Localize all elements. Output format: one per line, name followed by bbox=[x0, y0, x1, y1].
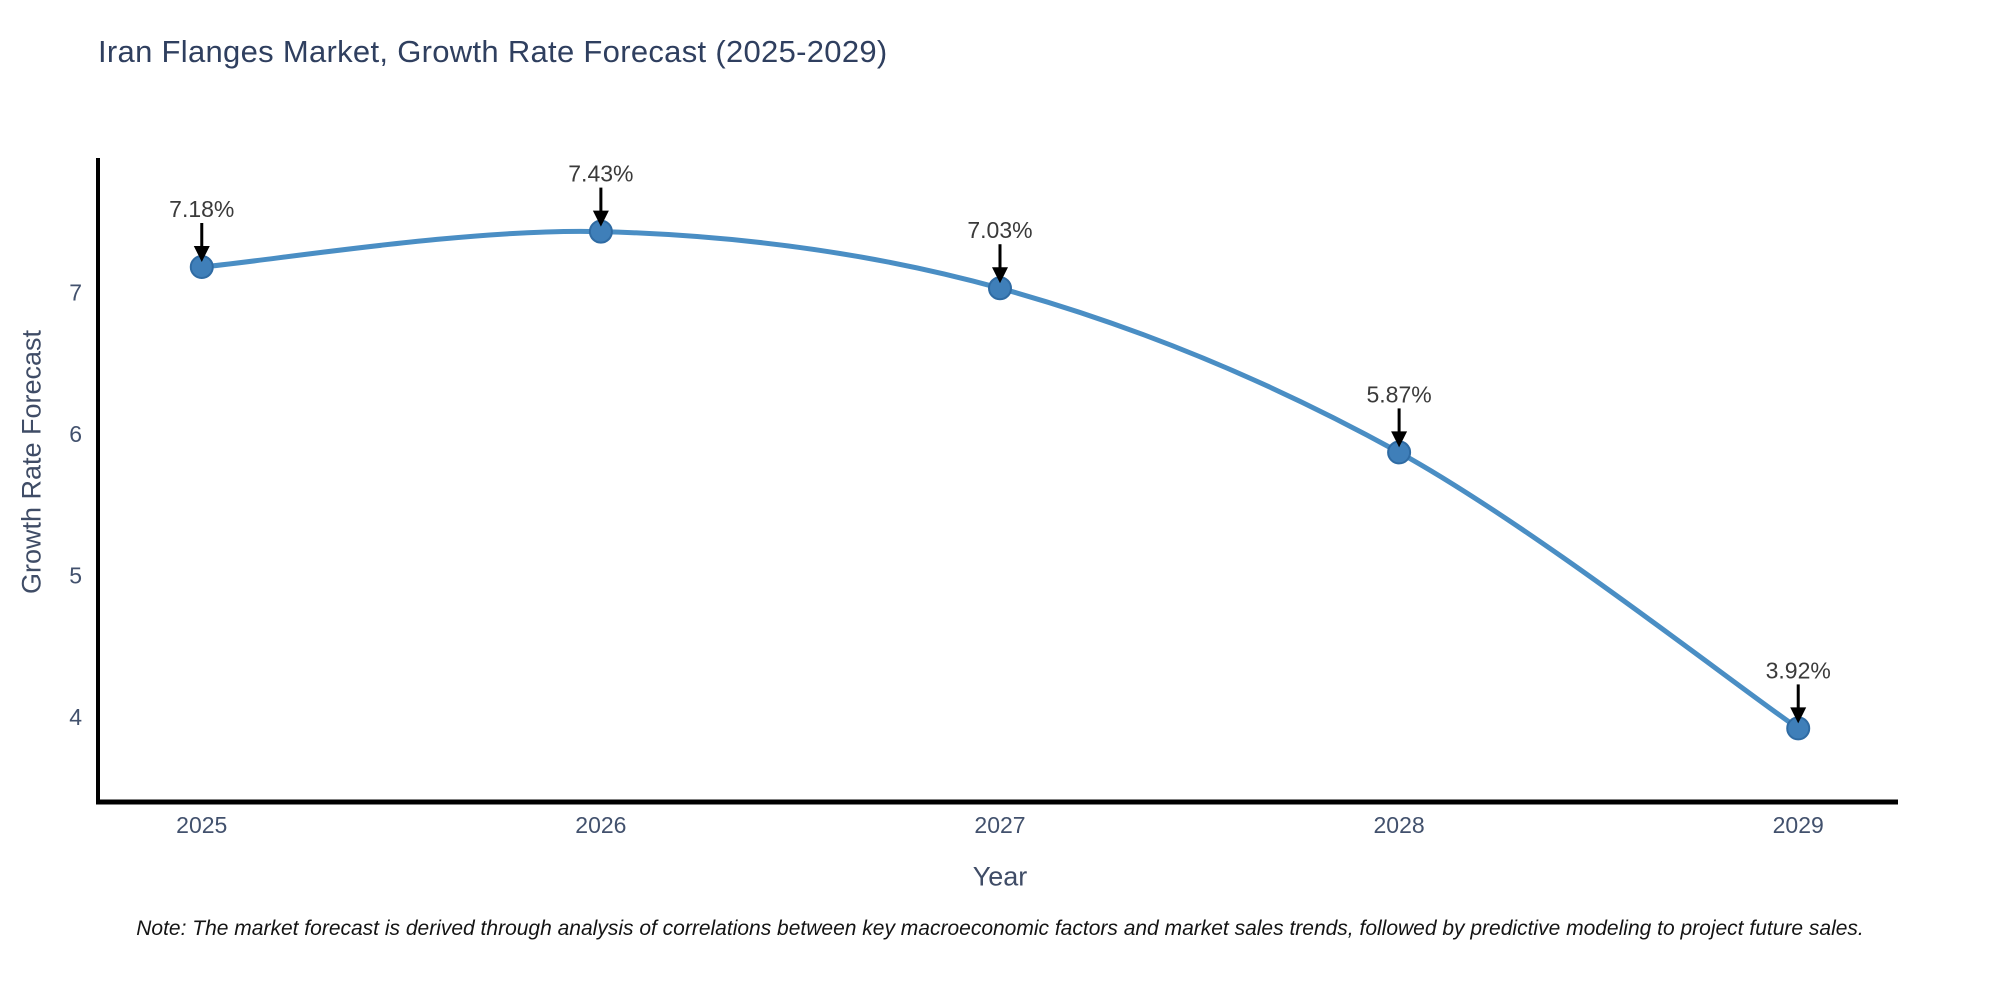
y-tick-label: 5 bbox=[69, 563, 82, 589]
x-axis-title: Year bbox=[972, 861, 1028, 892]
x-tick-label: 2027 bbox=[974, 812, 1025, 838]
y-axis-title: Growth Rate Forecast bbox=[16, 329, 47, 595]
point-value-label: 3.92% bbox=[1766, 657, 1831, 683]
x-tick-label: 2029 bbox=[1773, 812, 1824, 838]
x-tick-label: 2026 bbox=[575, 812, 626, 838]
annotation-arrowhead bbox=[592, 210, 609, 227]
y-tick-label: 4 bbox=[69, 704, 82, 730]
annotation-arrowhead bbox=[193, 245, 210, 262]
point-value-label: 7.18% bbox=[169, 196, 234, 222]
y-tick-label: 6 bbox=[69, 421, 82, 447]
point-value-label: 7.43% bbox=[568, 161, 633, 187]
footnote: Note: The market forecast is derived thr… bbox=[136, 917, 1864, 940]
point-value-label: 5.87% bbox=[1366, 381, 1431, 407]
annotation-arrowhead bbox=[991, 267, 1008, 284]
annotation-arrowhead bbox=[1391, 431, 1408, 448]
forecast-line bbox=[199, 228, 1801, 731]
x-tick-label: 2028 bbox=[1374, 812, 1425, 838]
x-tick-label: 2025 bbox=[176, 812, 227, 838]
annotation-arrowhead bbox=[1790, 707, 1807, 724]
point-value-label: 7.03% bbox=[967, 217, 1032, 243]
chart-title: Iran Flanges Market, Growth Rate Forecas… bbox=[98, 34, 888, 69]
y-tick-label: 7 bbox=[69, 279, 82, 305]
